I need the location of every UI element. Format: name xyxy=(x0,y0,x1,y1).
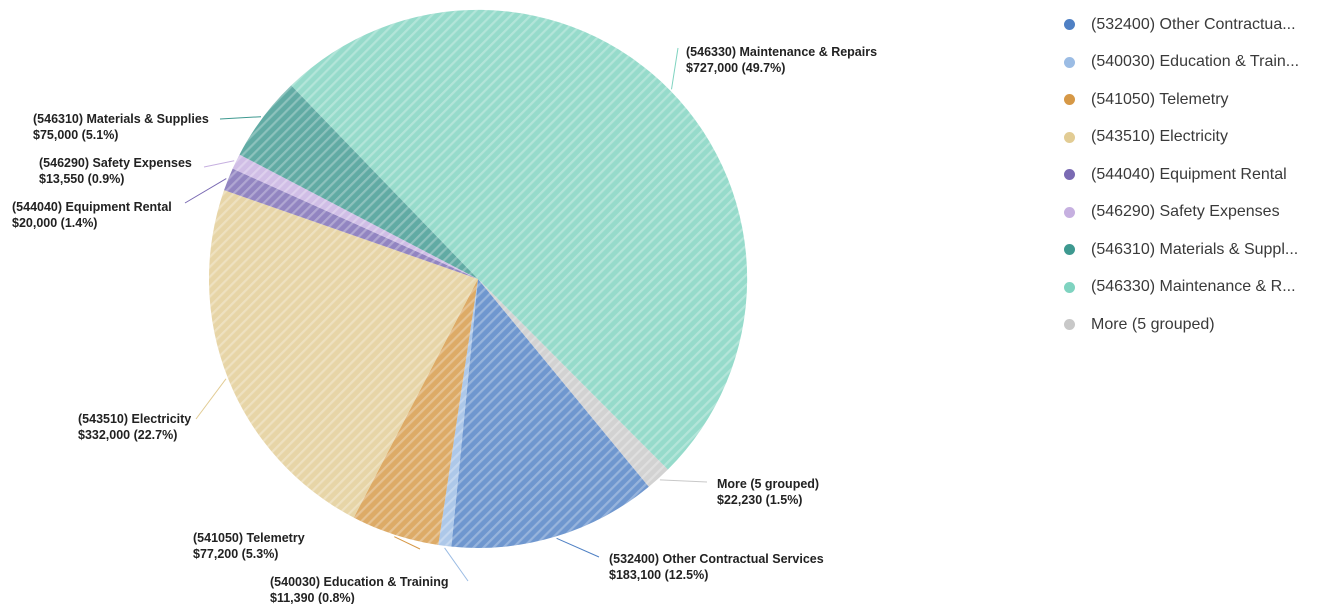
legend-dot-icon xyxy=(1064,206,1075,218)
slice-label-name-541050: (541050) Telemetry xyxy=(193,531,305,545)
leader-line-540030 xyxy=(444,547,469,582)
slice-label-name-543510: (543510) Electricity xyxy=(78,412,191,426)
legend-label: (541050) Telemetry xyxy=(1091,90,1229,108)
leader-line-543510 xyxy=(195,378,227,420)
pie-chart: (532400) Other Contractual Services $183,… xyxy=(12,9,877,604)
legend-dot-icon xyxy=(1064,281,1075,293)
slice-label-name-more: More (5 grouped) xyxy=(717,477,819,491)
slice-label-name-546310: (546310) Materials & Supplies xyxy=(33,112,209,126)
legend-label: (546330) Maintenance & R... xyxy=(1091,278,1296,296)
pie-chart-svg: (532400) Other Contractual Services $183,… xyxy=(12,9,877,604)
pie-slice-hatch-more xyxy=(478,279,668,487)
legend-item-more[interactable]: More (5 grouped) xyxy=(1060,306,1322,344)
legend-dot-icon xyxy=(1064,56,1075,68)
leader-line-532400 xyxy=(556,537,600,558)
legend-label: (546310) Materials & Suppl... xyxy=(1091,240,1299,258)
legend-item-546330[interactable]: (546330) Maintenance & R... xyxy=(1060,269,1322,307)
slice-label-name-546330: (546330) Maintenance & Repairs xyxy=(686,45,877,59)
legend-item-540030[interactable]: (540030) Education & Train... xyxy=(1060,44,1322,82)
legend-dot-icon xyxy=(1064,131,1075,143)
pie-slice-hatch-546330 xyxy=(291,9,748,470)
slice-label-value-540030: $11,390 (0.8%) xyxy=(270,591,355,604)
leader-line-541050 xyxy=(394,536,421,550)
slice-label-name-546290: (546290) Safety Expenses xyxy=(39,156,192,170)
slice-label-value-more: $22,230 (1.5%) xyxy=(717,493,802,507)
pie-slice-hatch-532400 xyxy=(451,279,649,549)
slice-label-name-532400: (532400) Other Contractual Services xyxy=(609,552,824,566)
pie-slice-hatch-546290 xyxy=(232,154,478,279)
legend-dot-icon xyxy=(1064,94,1075,106)
legend-item-532400[interactable]: (532400) Other Contractua... xyxy=(1060,6,1322,44)
legend-label: (532400) Other Contractua... xyxy=(1091,15,1296,33)
leader-line-546310 xyxy=(219,116,262,120)
pie-slice-hatch-546310 xyxy=(239,85,478,279)
legend-item-546290[interactable]: (546290) Safety Expenses xyxy=(1060,194,1322,232)
legend-dot-icon xyxy=(1064,169,1075,181)
slice-label-value-541050: $77,200 (5.3%) xyxy=(193,547,278,561)
slice-label-value-543510: $332,000 (22.7%) xyxy=(78,428,177,442)
legend-label: (544040) Equipment Rental xyxy=(1091,165,1287,183)
legend-dot-icon xyxy=(1064,319,1075,331)
legend-dot-icon xyxy=(1064,244,1075,256)
slice-label-value-546330: $727,000 (49.7%) xyxy=(686,61,785,75)
leader-line-546330 xyxy=(671,47,679,90)
legend-item-543510[interactable]: (543510) Electricity xyxy=(1060,119,1322,157)
leader-line-546290 xyxy=(203,160,235,168)
legend-item-544040[interactable]: (544040) Equipment Rental xyxy=(1060,156,1322,194)
slice-label-value-546310: $75,000 (5.1%) xyxy=(33,128,118,142)
legend-dot-icon xyxy=(1064,19,1075,31)
legend-label: (543510) Electricity xyxy=(1091,128,1228,146)
leader-line-more xyxy=(659,479,708,483)
legend-item-546310[interactable]: (546310) Materials & Suppl... xyxy=(1060,231,1322,269)
slice-label-value-532400: $183,100 (12.5%) xyxy=(609,568,708,582)
slice-label-name-540030: (540030) Education & Training xyxy=(270,575,449,589)
leader-line-544040 xyxy=(184,178,227,204)
slice-label-value-546290: $13,550 (0.9%) xyxy=(39,172,124,186)
pie-slice-hatch-541050 xyxy=(353,279,478,546)
pie-slice-hatch-544040 xyxy=(224,168,478,279)
legend-label: (540030) Education & Train... xyxy=(1091,53,1300,71)
legend: (532400) Other Contractua... (540030) Edu… xyxy=(1060,6,1322,344)
legend-label: (546290) Safety Expenses xyxy=(1091,203,1280,221)
pie-slice-hatch-543510 xyxy=(208,190,479,518)
slice-label-name-544040: (544040) Equipment Rental xyxy=(12,200,172,214)
legend-item-541050[interactable]: (541050) Telemetry xyxy=(1060,81,1322,119)
slice-label-value-544040: $20,000 (1.4%) xyxy=(12,216,97,230)
legend-label: More (5 grouped) xyxy=(1091,315,1215,333)
pie-slice-hatch-540030 xyxy=(438,279,478,547)
